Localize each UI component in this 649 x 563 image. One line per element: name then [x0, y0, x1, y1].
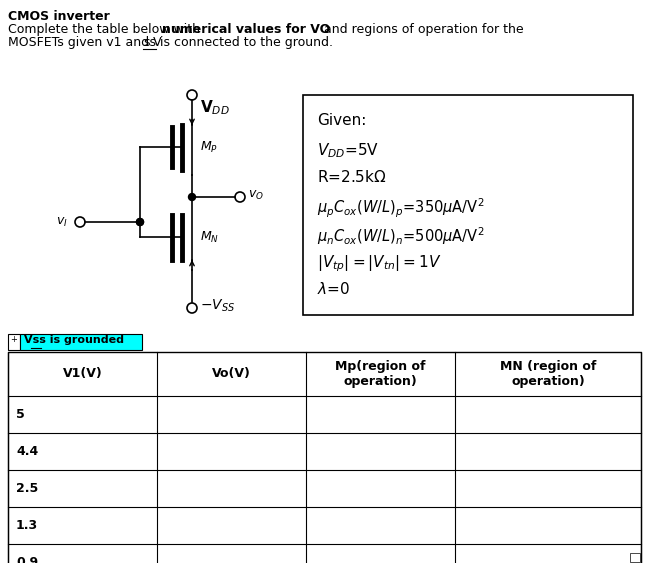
Bar [630, 553, 640, 562]
Text: R=2.5k$\Omega$: R=2.5k$\Omega$ [317, 169, 387, 185]
Text: MOSFETs given v1 and V: MOSFETs given v1 and V [8, 36, 162, 49]
Text: CMOS inverter: CMOS inverter [8, 10, 110, 23]
Text: ss: ss [143, 36, 156, 49]
Text: Vss is grounded: Vss is grounded [24, 335, 124, 345]
Text: $|V_{tp}|=|V_{tn}|=1V$: $|V_{tp}|=|V_{tn}|=1V$ [317, 253, 442, 274]
Text: 5: 5 [16, 408, 25, 421]
Text: is connected to the ground.: is connected to the ground. [156, 36, 333, 49]
Text: $v_O$: $v_O$ [248, 189, 264, 202]
Text: V1(V): V1(V) [63, 368, 103, 381]
Text: numerical values for VO: numerical values for VO [162, 23, 330, 36]
Text: Complete the table below with: Complete the table below with [8, 23, 204, 36]
Text: +: + [10, 335, 17, 344]
Text: Vo(V): Vo(V) [212, 368, 251, 381]
Text: 0.9: 0.9 [16, 556, 38, 563]
Text: $\mu_pC_{ox}(W/L)_p$=350$\mu$A/V$^2$: $\mu_pC_{ox}(W/L)_p$=350$\mu$A/V$^2$ [317, 197, 484, 220]
Text: $v_I$: $v_I$ [56, 216, 68, 229]
Bar [303, 95, 633, 315]
Bar [8, 352, 641, 563]
Circle shape [188, 194, 195, 200]
Text: $-V_{SS}$: $-V_{SS}$ [200, 298, 235, 314]
Text: $M_N$: $M_N$ [200, 230, 219, 244]
Text: Given:: Given: [317, 113, 367, 128]
Circle shape [136, 218, 143, 226]
Bar [8, 334, 20, 350]
Circle shape [136, 218, 143, 226]
Text: $\lambda$=0: $\lambda$=0 [317, 281, 350, 297]
Text: 2.5: 2.5 [16, 482, 38, 495]
Text: $M_P$: $M_P$ [200, 140, 218, 155]
Text: 4.4: 4.4 [16, 445, 38, 458]
Text: $V_{DD}$=5V: $V_{DD}$=5V [317, 141, 379, 160]
Text: and regions of operation for the: and regions of operation for the [320, 23, 524, 36]
Text: $\mu_nC_{ox}(W/L)_n$=500$\mu$A/V$^2$: $\mu_nC_{ox}(W/L)_n$=500$\mu$A/V$^2$ [317, 225, 484, 247]
Text: Mp(region of
operation): Mp(region of operation) [335, 360, 426, 388]
Text: 1.3: 1.3 [16, 519, 38, 532]
Text: $\mathbf{V}_{DD}$: $\mathbf{V}_{DD}$ [200, 98, 230, 117]
Bar [20, 334, 142, 350]
Text: MN (region of
operation): MN (region of operation) [500, 360, 596, 388]
